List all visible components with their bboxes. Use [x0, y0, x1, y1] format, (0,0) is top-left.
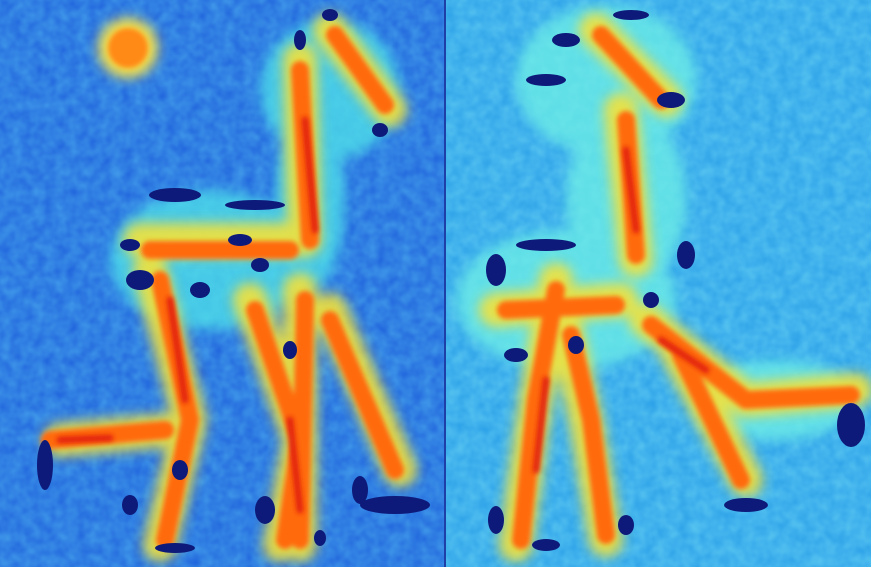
left-giraffe-heat	[41, 13, 417, 562]
right-heatmap-panel	[446, 0, 871, 567]
left-blob-hotspot	[98, 18, 158, 78]
panel-divider	[444, 0, 446, 567]
right-giraffe-heat	[479, 13, 871, 562]
left-heatmap-panel	[0, 0, 444, 567]
left-outline-specks	[37, 9, 430, 553]
right-heatmap-image	[446, 0, 871, 567]
right-outline-specks	[486, 10, 865, 551]
left-heatmap-image	[0, 0, 444, 567]
